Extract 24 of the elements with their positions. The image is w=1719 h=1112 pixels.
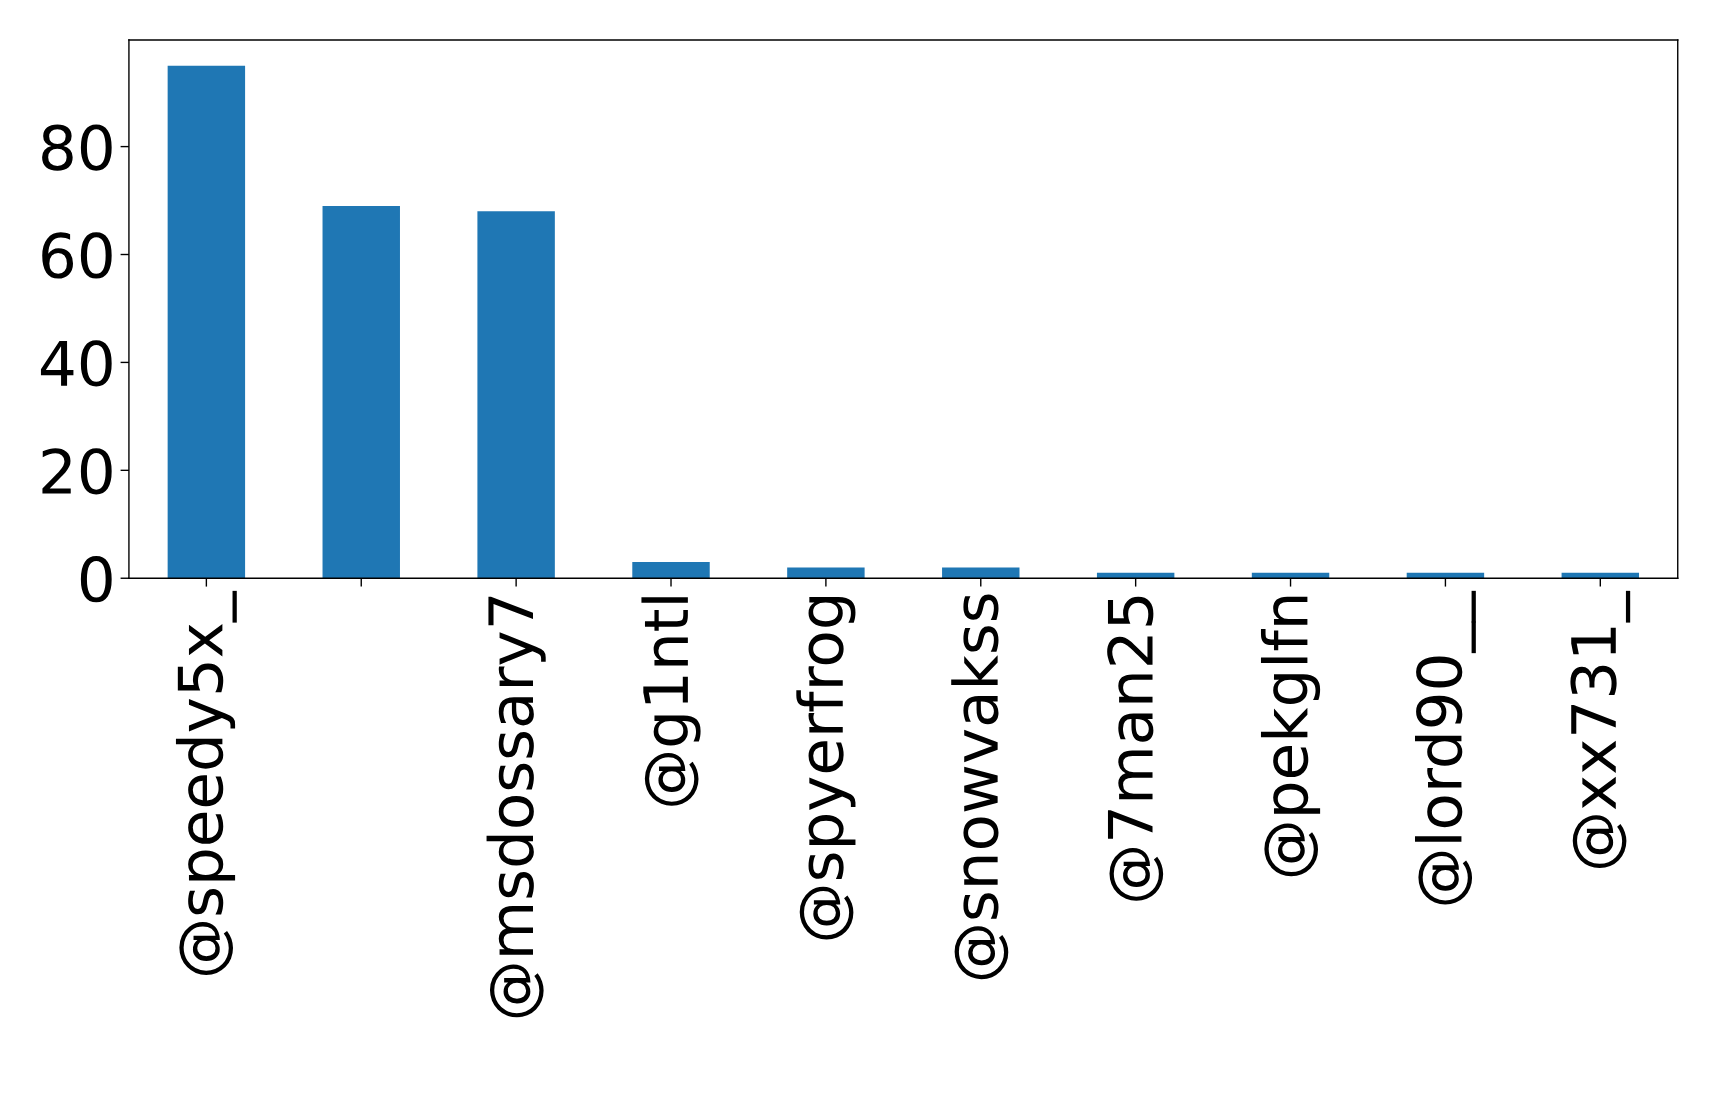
x-tick-label: @lord90__: [1415, 590, 1476, 905]
bar: [477, 211, 555, 579]
y-tick-label: 60: [42, 232, 112, 279]
bar: [1561, 572, 1640, 579]
x-tick-label: @msdossary7: [486, 596, 546, 1018]
bar: [787, 567, 865, 579]
y-tick-label: 80: [42, 124, 112, 171]
x-tick-label: @spyerfrog: [796, 597, 856, 940]
x-tick-label: @xx731_: [1570, 590, 1631, 869]
y-tick-label: 0: [80, 556, 112, 603]
x-tick-label: @7man25: [1107, 596, 1164, 901]
y-tick-label: 40: [40, 340, 112, 387]
x-tick-label: @snowvakss: [951, 594, 1009, 980]
bar: [1251, 572, 1330, 579]
bar: [322, 205, 400, 579]
x-tick-label: @speedy5x_: [175, 590, 237, 975]
bar: [167, 65, 246, 579]
bar: [1406, 572, 1485, 579]
bar: [632, 562, 710, 579]
bar: [942, 567, 1020, 579]
y-tick-label: 20: [42, 448, 112, 495]
x-tick-label: @pekglfn: [1260, 596, 1321, 877]
x-tick-label: @g1ntl: [641, 597, 701, 806]
bar: [1096, 572, 1175, 579]
